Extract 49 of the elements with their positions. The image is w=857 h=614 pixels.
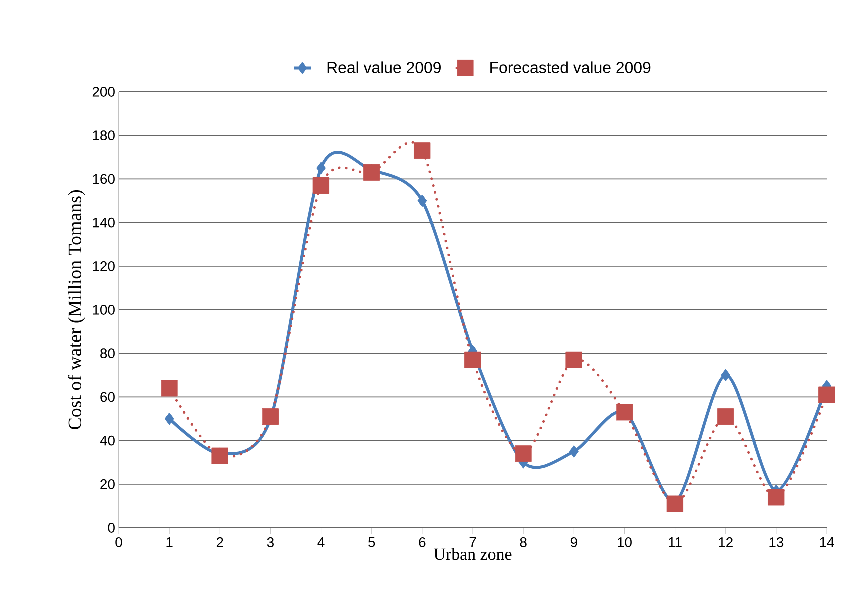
point: [515, 446, 532, 462]
x-tick-label: 7: [470, 538, 476, 548]
point: [718, 408, 734, 426]
point: [161, 380, 178, 397]
x-tick-label: 3: [267, 538, 274, 548]
x-tick-label: 6: [419, 538, 426, 548]
point: [464, 352, 482, 368]
x-axis-title: Urban zone: [434, 548, 512, 560]
legend-label: Real value 2009: [328, 62, 441, 74]
point: [566, 352, 582, 368]
x-tick-label: 2: [216, 538, 224, 548]
point: [768, 489, 785, 506]
y-tick-label: 180: [93, 130, 115, 141]
x-tick-label: 0: [116, 538, 122, 548]
y-tick-label: 20: [100, 479, 115, 490]
y-axis-title: Cost of water (Million Tomans): [68, 190, 86, 430]
point: [316, 162, 326, 175]
x-tick-label: 8: [520, 538, 527, 548]
point: [616, 404, 633, 421]
y-tick-label: 140: [93, 218, 115, 228]
y-tick-label: 200: [92, 87, 115, 97]
point: [667, 496, 684, 512]
y-tick-label: 40: [100, 436, 115, 446]
point: [212, 448, 228, 464]
x-tick-label: 10: [618, 538, 632, 548]
x-tick-label: 14: [820, 538, 834, 548]
y-tick-label: 100: [93, 305, 115, 315]
point: [818, 386, 836, 404]
point: [569, 445, 579, 458]
y-tick-label: 160: [93, 174, 115, 184]
x-tick-label: 1: [166, 538, 173, 548]
x-tick-label: 5: [368, 538, 376, 548]
x-tick-label: 4: [318, 538, 325, 548]
legend-label: Forecasted value 2009: [490, 62, 651, 74]
x-tick-label: 12: [719, 538, 733, 548]
x-tick-label: 11: [669, 538, 682, 548]
point: [262, 408, 279, 426]
point: [721, 369, 731, 382]
x-tick-label: 13: [770, 538, 784, 548]
point: [414, 142, 431, 160]
y-tick-label: 120: [93, 261, 115, 272]
point: [418, 194, 428, 208]
point: [364, 164, 380, 181]
y-tick-label: 0: [108, 523, 115, 533]
x-tick-label: 9: [570, 538, 578, 548]
point: [164, 412, 174, 426]
y-tick-label: 60: [100, 392, 115, 402]
y-tick-label: 80: [100, 348, 115, 359]
point: [313, 177, 330, 194]
